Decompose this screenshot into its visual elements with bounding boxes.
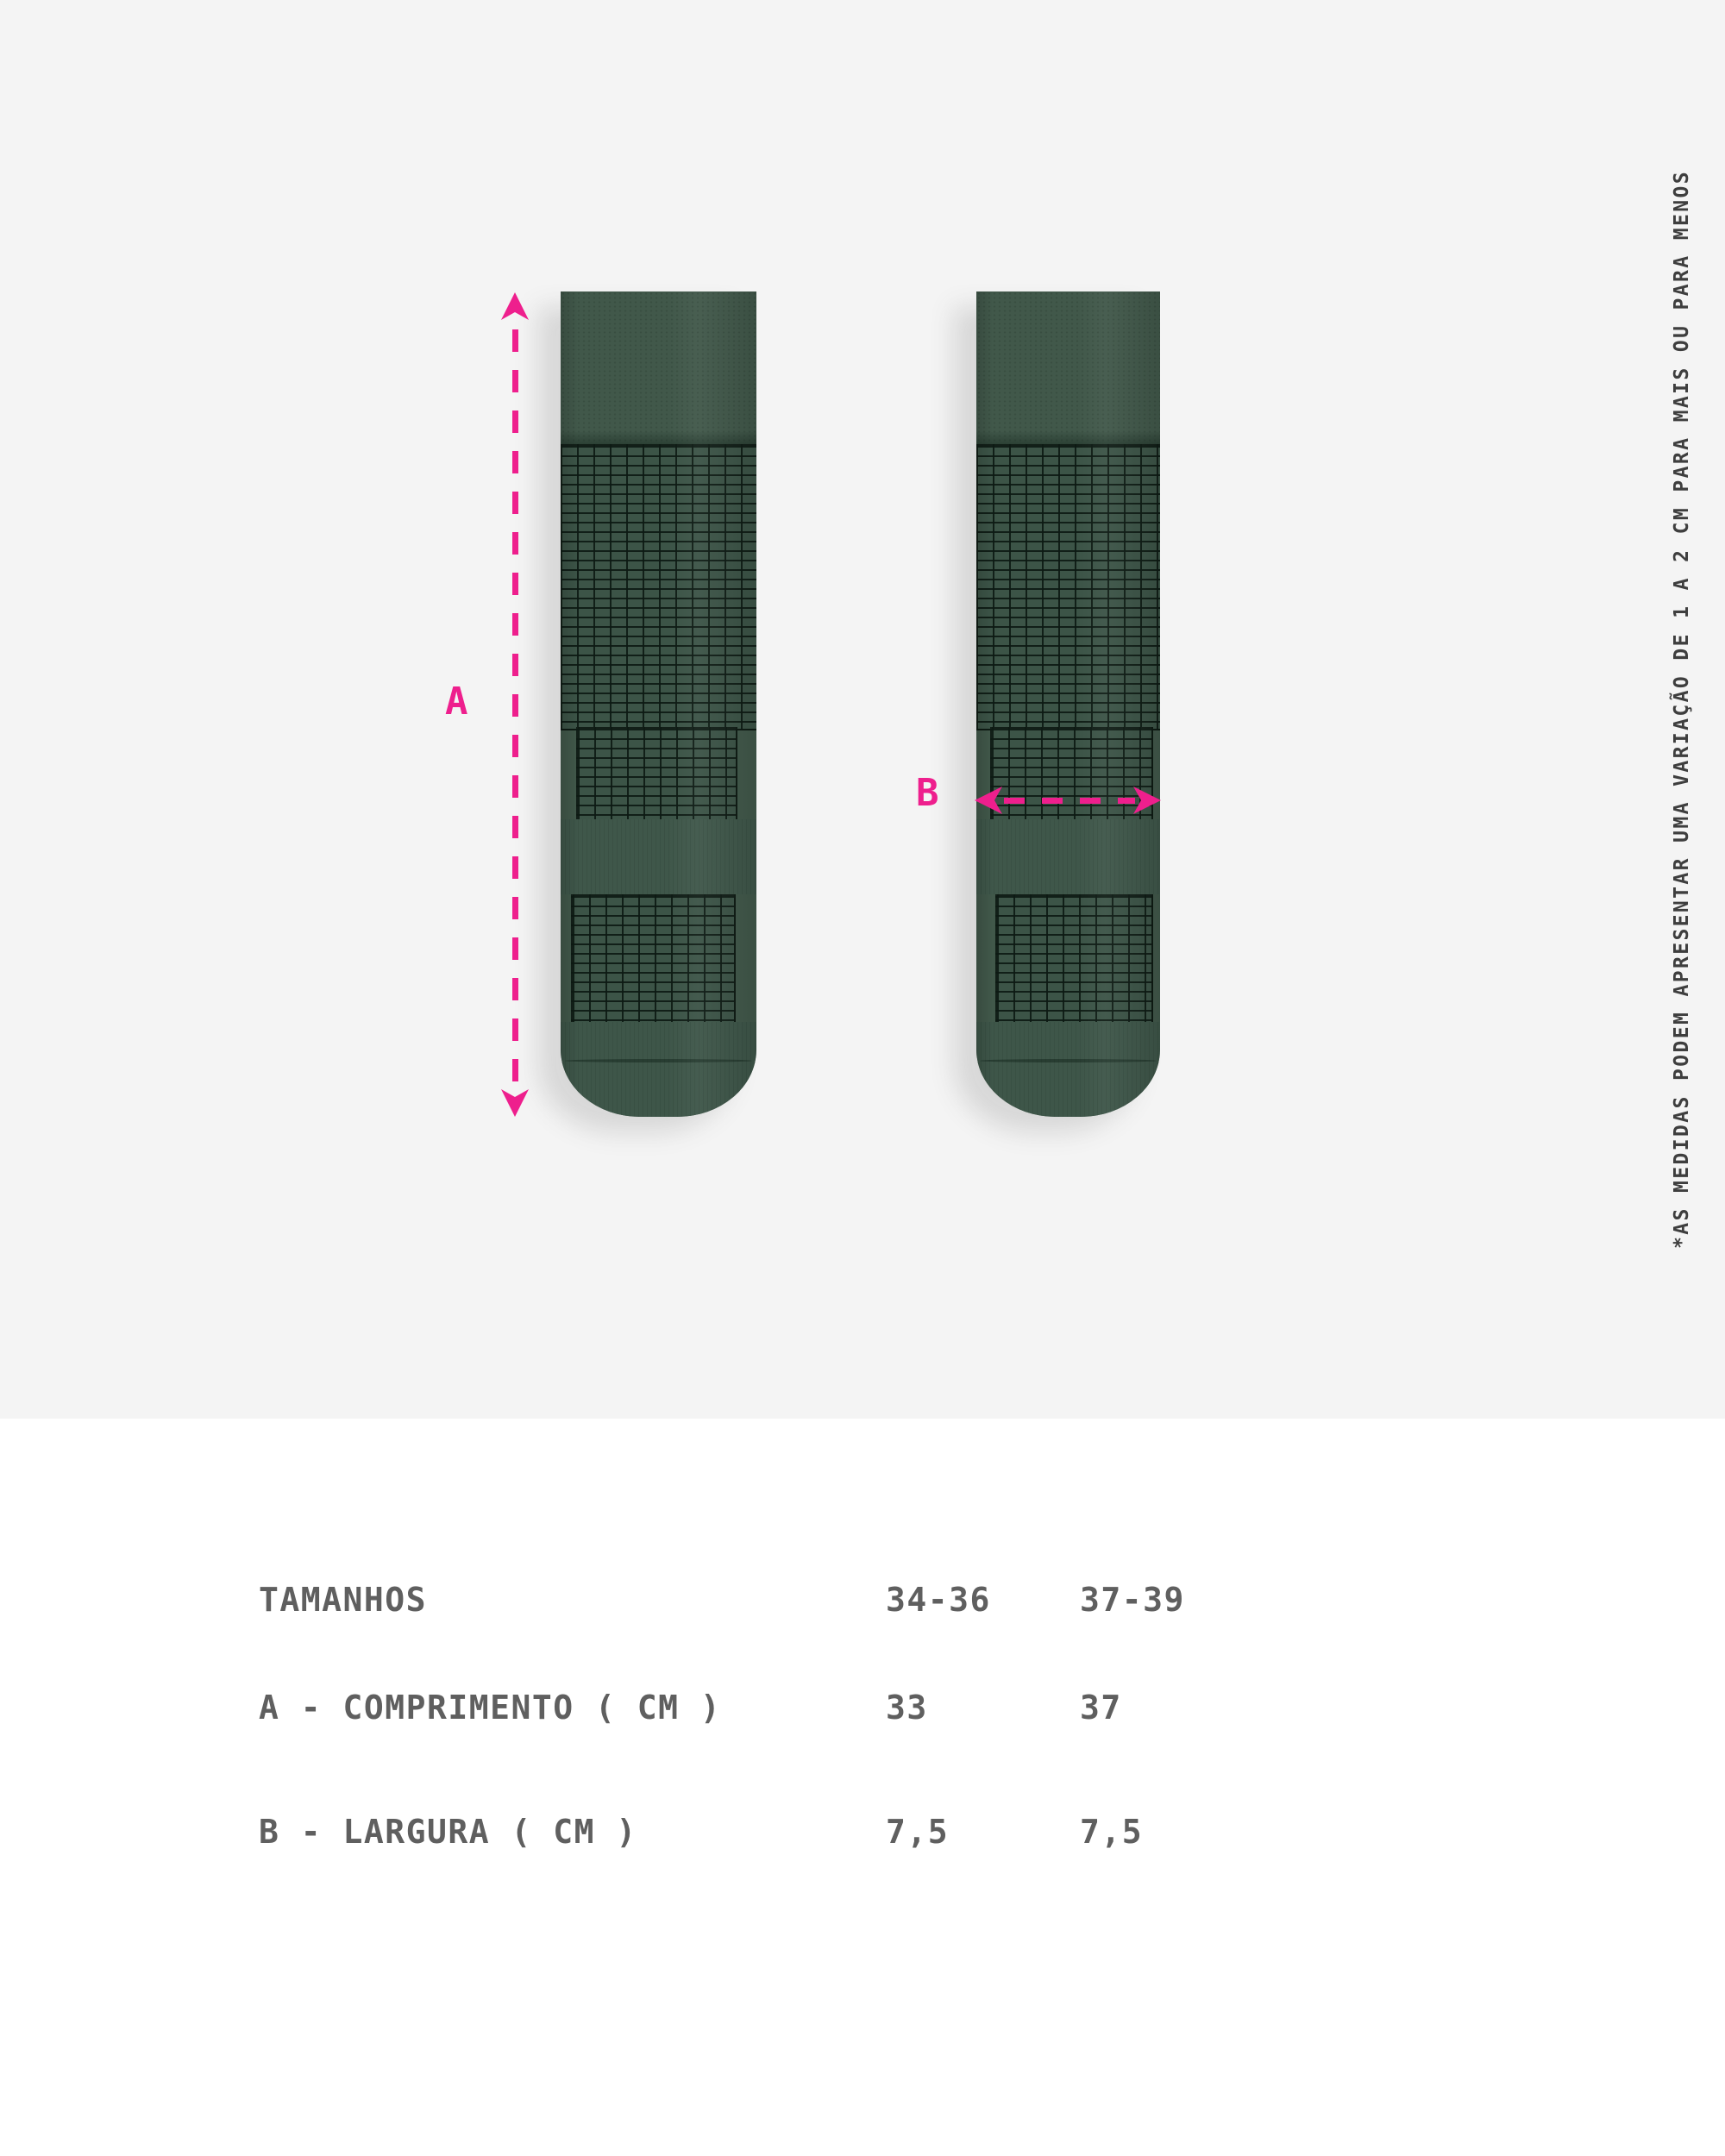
table-header-col2: 37-39 [1080,1581,1185,1619]
sock-toe-seam [980,1059,1157,1062]
hero-section: A B *AS MEDIDAS PODEM APRESENTAR UMA VAR… [0,0,1725,1419]
arrow-right-icon [1132,786,1161,815]
dimension-a-line [512,329,518,1081]
table-row-width: B - LARGURA ( CM ) 7,5 7,5 [259,1812,1552,1852]
arrow-up-icon [500,292,530,322]
table-header-col1: 34-36 [886,1581,991,1619]
sock-illustration-right [976,291,1160,1117]
sock-cuff [561,291,756,444]
measurement-disclaimer: *AS MEDIDAS PODEM APRESENTAR UMA VARIAÇÃ… [1666,131,1697,1249]
table-row-header: TAMANHOS 34-36 37-39 [259,1580,1552,1620]
sock-ankle-band [561,819,756,894]
table-header-label: TAMANHOS [259,1581,428,1619]
sock-toe [976,1022,1160,1117]
table-cell-value: 37 [1080,1689,1122,1727]
table-row-label: B - LARGURA ( CM ) [259,1813,637,1851]
sock-ankle-band [976,819,1160,894]
arrow-left-icon [975,786,1004,815]
dimension-b-line [1004,798,1135,804]
table-row-length: A - COMPRIMENTO ( CM ) 33 37 [259,1688,1552,1727]
sock-cuff [976,291,1160,444]
table-cell-value: 7,5 [886,1813,950,1851]
sock-cuff-edge [976,432,1160,444]
measurement-disclaimer-text: *AS MEDIDAS PODEM APRESENTAR UMA VARIAÇÃ… [1671,169,1693,1249]
sock-grid-lower [576,727,737,823]
sock-toe-seam [564,1059,753,1062]
dimension-b-label: B [916,771,939,815]
arrow-down-icon [500,1087,530,1117]
sock-foot-grid [995,894,1153,1025]
sock-toe [561,1022,756,1117]
table-cell-value: 33 [886,1689,928,1727]
sock-cuff-edge [561,432,756,444]
sock-grid-upper [561,444,756,730]
sock-grid-lower [990,727,1153,823]
dimension-a-label: A [445,680,468,724]
table-cell-value: 7,5 [1080,1813,1144,1851]
sock-grid-upper [976,444,1160,730]
sock-illustration-left [561,291,756,1117]
table-row-label: A - COMPRIMENTO ( CM ) [259,1689,722,1727]
sock-foot-grid [571,894,736,1025]
